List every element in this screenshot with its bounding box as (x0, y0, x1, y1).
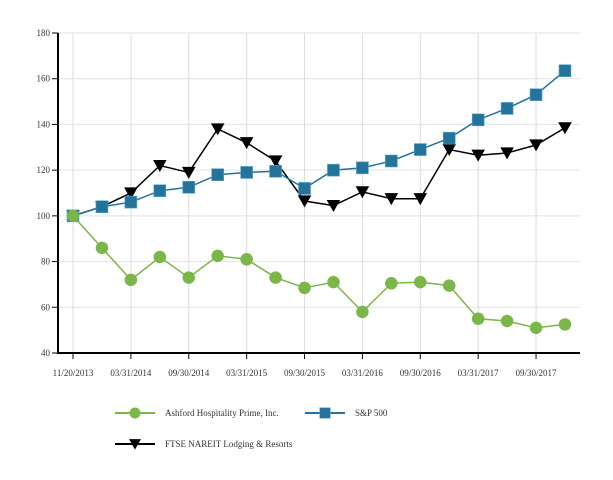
y-tick-label: 40 (41, 348, 51, 358)
data-point-triangle-down (355, 186, 370, 199)
data-point-square (471, 113, 485, 127)
data-point-square (385, 154, 398, 168)
data-point-square (298, 182, 311, 195)
data-point-triangle-down (239, 137, 254, 150)
data-point-circle (558, 318, 572, 331)
series-line-2 (72, 127, 566, 217)
data-point-circle (442, 279, 456, 292)
data-point-square (211, 168, 224, 182)
data-point-circle (529, 321, 543, 335)
data-point-square (182, 180, 196, 194)
series-line-1 (72, 70, 566, 217)
data-point-circle (182, 271, 195, 284)
y-tick-label: 140 (37, 119, 51, 129)
x-tick-label: 09/30/2015 (284, 368, 326, 378)
data-point-square (269, 164, 282, 178)
data-point-circle (500, 314, 514, 328)
data-point-square (356, 161, 369, 175)
data-point-triangle-down (153, 159, 167, 172)
data-point-square (558, 64, 572, 78)
data-point-circle (414, 275, 427, 289)
data-point-triangle-down (471, 149, 485, 162)
data-point-square (529, 88, 543, 102)
data-point-circle (211, 249, 224, 263)
data-point-triangle-down (413, 193, 428, 206)
data-point-triangle-down (210, 123, 225, 136)
y-tick-label: 160 (37, 74, 51, 84)
data-point-circle (153, 250, 167, 264)
y-tick-label: 120 (37, 165, 51, 175)
data-point-triangle-down (558, 122, 572, 135)
data-point-circle (95, 241, 109, 255)
data-point-triangle-down (297, 195, 312, 208)
data-point-triangle-down (500, 147, 514, 160)
legend-marker-circle (129, 407, 141, 419)
data-point-circle (471, 312, 485, 325)
legend-marker-triangle-down (129, 439, 141, 450)
data-point-square (500, 102, 514, 115)
y-tick-label: 60 (41, 302, 51, 312)
data-point-triangle-down (384, 193, 399, 206)
x-tick-label: 09/30/2017 (516, 368, 558, 378)
legend-label: S&P 500 (355, 408, 388, 418)
x-tick-label: 03/31/2015 (226, 368, 268, 378)
data-point-square (442, 131, 456, 145)
data-point-triangle-down (326, 199, 341, 212)
x-tick-label: 09/30/2016 (400, 368, 442, 378)
series-line-0 (72, 215, 566, 329)
data-point-triangle-down (181, 166, 196, 179)
data-point-triangle-down (529, 139, 543, 152)
data-point-square (95, 200, 109, 214)
data-point-square (413, 143, 427, 156)
legend-label: FTSE NAREIT Lodging & Resorts (165, 439, 293, 449)
data-point-circle (298, 281, 311, 295)
data-point-circle (356, 305, 369, 319)
data-point-circle (124, 273, 138, 287)
data-point-triangle-down (442, 143, 457, 156)
x-tick-label: 11/20/2013 (53, 368, 94, 378)
data-point-circle (66, 209, 80, 223)
y-tick-label: 180 (37, 28, 51, 38)
data-point-circle (269, 271, 282, 284)
data-point-circle (327, 275, 340, 289)
legend-marker-square (319, 407, 331, 419)
data-point-triangle-down (124, 187, 138, 200)
x-tick-label: 03/31/2017 (458, 368, 500, 378)
y-tick-label: 100 (37, 211, 51, 221)
x-tick-label: 09/30/2014 (168, 368, 210, 378)
data-point-triangle-down (268, 155, 283, 168)
x-tick-label: 03/31/2016 (342, 368, 384, 378)
data-point-square (153, 184, 167, 198)
x-tick-label: 03/31/2014 (110, 368, 152, 378)
data-point-square (124, 195, 138, 209)
y-tick-label: 80 (41, 257, 51, 267)
data-point-square (327, 163, 340, 177)
data-point-square (240, 166, 253, 179)
legend-label: Ashford Hospitality Prime, Inc. (165, 408, 279, 418)
data-point-circle (385, 277, 398, 290)
data-point-circle (240, 253, 253, 266)
